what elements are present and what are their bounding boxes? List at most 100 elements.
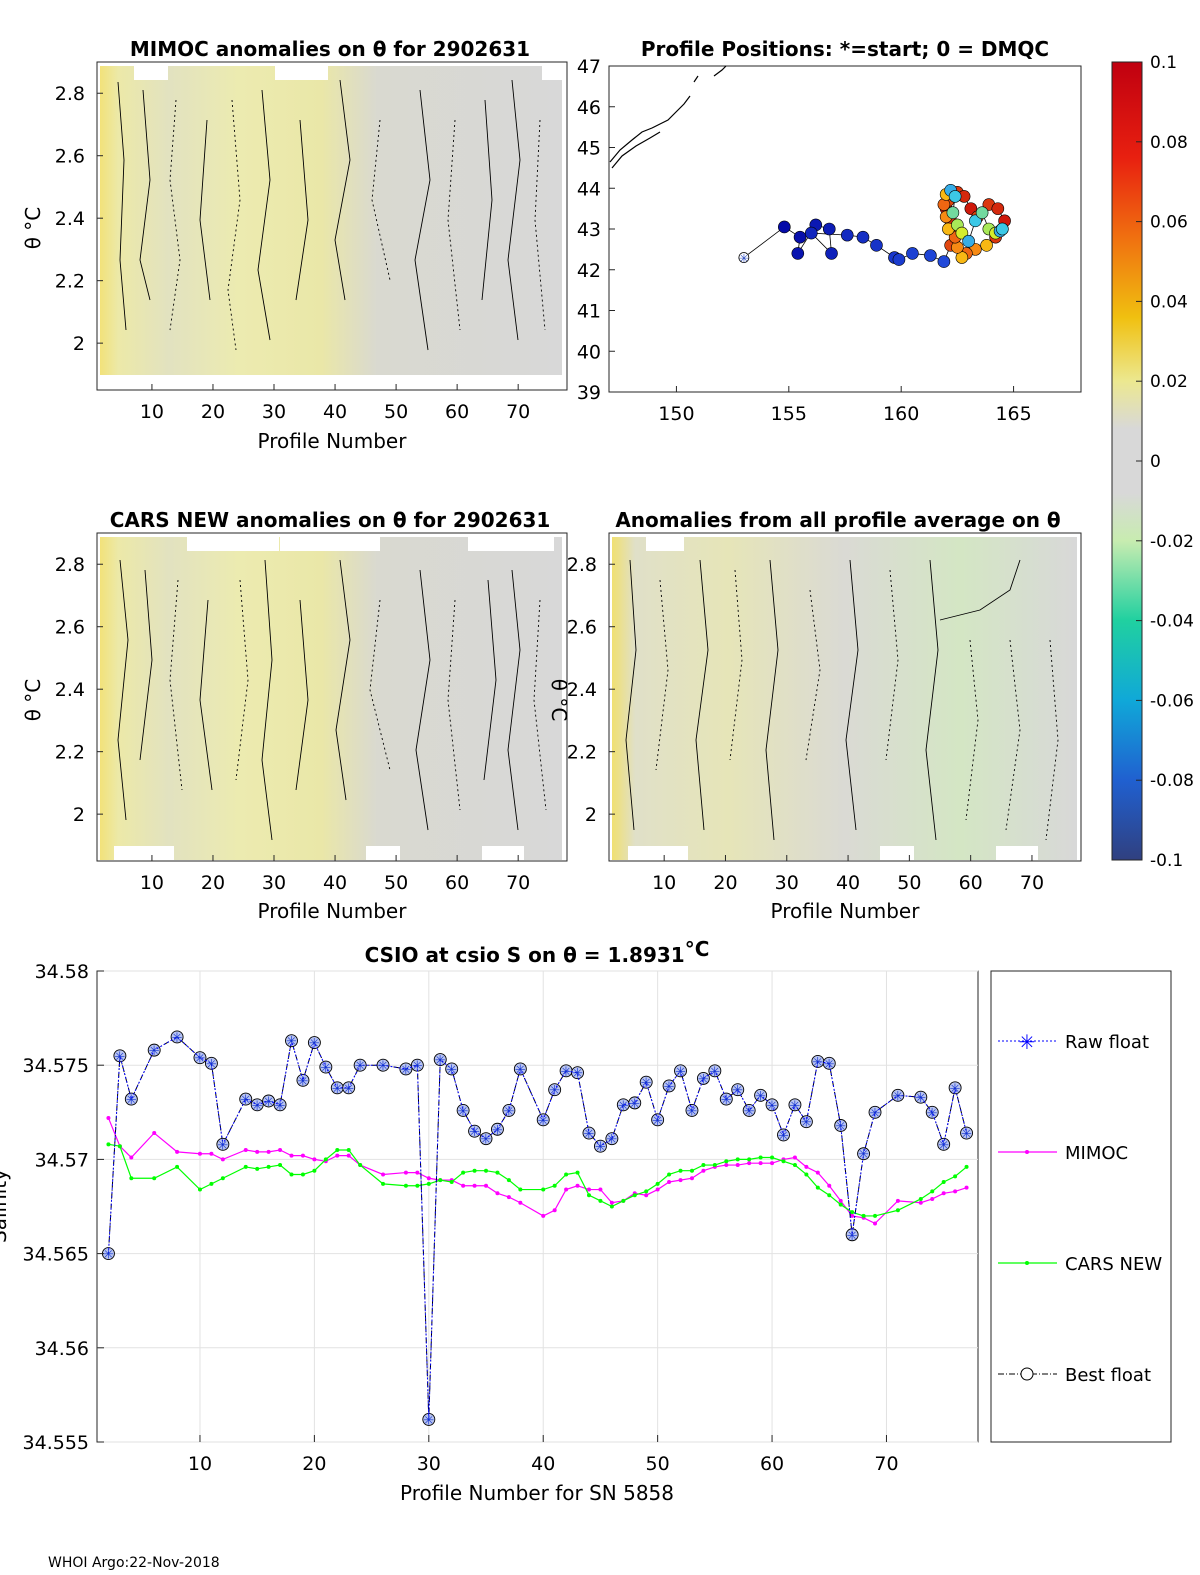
y-tick-label: 2.6 [55, 146, 85, 168]
point-cars-new [712, 1163, 717, 1168]
point-raw-float: ✳ [938, 1138, 949, 1153]
track-point [937, 255, 951, 268]
cars-yticks: 2 2.2 2.4 2.6 2.8 [55, 554, 103, 826]
point-raw-float: ✳ [195, 1052, 206, 1067]
series-raw-float: ✳✳✳✳✳✳ ✳✳✳ ✳ ✳ ✳✳✳✳✳✳ ✳✳ ✳ ✳ ✳✳✳✳✳✳✳✳✳✳✳✳✳ ✳✳✳✳✳ ✳… [103, 1031, 972, 1428]
positions-title: Profile Positions: *=start; 0 = DMQC [641, 37, 1049, 61]
y-tick-label: 43 [577, 219, 601, 241]
point-mimoc [175, 1149, 180, 1154]
salinity-grid [97, 970, 978, 1443]
point-raw-float: ✳ [423, 1413, 434, 1428]
allavg-xlabel: Profile Number [771, 899, 921, 923]
point-cars-new [106, 1142, 111, 1147]
allavg-panel: Anomalies from all profile average on θ … [547, 508, 1082, 923]
cars-frame [96, 532, 568, 862]
track-start-point [738, 252, 750, 263]
y-tick-label: 2.2 [567, 742, 597, 764]
allavg-field [612, 537, 1077, 860]
mimoc-gap [542, 66, 562, 80]
y-tick-label: 2.8 [55, 83, 85, 105]
mimoc-field [100, 66, 562, 375]
point-raw-float: ✳ [149, 1044, 160, 1059]
y-tick-label: 2.6 [55, 617, 85, 639]
point-raw-float: ✳ [297, 1074, 308, 1089]
track-point [856, 230, 870, 244]
point-cars-new [300, 1172, 305, 1177]
point-cars-new [598, 1198, 603, 1203]
point-cars-new [758, 1155, 763, 1160]
point-raw-float: ✳ [847, 1229, 858, 1244]
y-tick-label: 40 [577, 341, 601, 363]
point-mimoc [197, 1151, 202, 1156]
point-raw-float: ✳ [286, 1035, 297, 1050]
point-mimoc [964, 1185, 969, 1190]
x-tick-label: 30 [417, 1453, 441, 1475]
cars-field [100, 537, 562, 860]
point-mimoc [266, 1149, 271, 1154]
point-mimoc [873, 1221, 878, 1226]
point-cars-new [438, 1178, 443, 1183]
point-raw-float: ✳ [572, 1067, 583, 1082]
point-mimoc [220, 1157, 225, 1162]
point-cars-new [403, 1183, 408, 1188]
positions-yticks: 39 40 41 42 43 44 45 46 47 [577, 56, 615, 404]
point-mimoc [815, 1170, 820, 1175]
track-point [793, 230, 807, 244]
x-tick-label: 30 [262, 872, 286, 894]
y-tick-label: 41 [577, 301, 601, 323]
colorbar-tick-label: -0.08 [1150, 771, 1194, 791]
track-point [906, 247, 919, 260]
colorbar-tick-label: -0.1 [1150, 851, 1183, 871]
point-cars-new [815, 1185, 820, 1190]
point-raw-float: ✳ [538, 1114, 549, 1129]
point-cars-new [747, 1157, 752, 1162]
x-tick-label: 40 [836, 872, 860, 894]
y-tick-label: 34.565 [23, 1244, 89, 1266]
positions-xticks: 150 155 160 165 [658, 386, 1032, 425]
point-cars-new [506, 1178, 511, 1183]
allavg-gap [996, 846, 1038, 860]
point-mimoc [564, 1187, 569, 1192]
x-tick-label: 60 [445, 872, 469, 894]
point-raw-float: ✳ [435, 1054, 446, 1069]
point-cars-new [781, 1159, 786, 1164]
salinity-xlabel: Profile Number for SN 5858 [400, 1481, 674, 1505]
point-raw-float: ✳ [378, 1059, 389, 1074]
x-tick-label: 70 [506, 401, 530, 423]
legend-raw-label: Raw float [1065, 1032, 1149, 1053]
point-mimoc [850, 1213, 855, 1218]
salinity-xticks: 10 20 30 40 50 60 70 [188, 1435, 899, 1475]
x-tick-label: 20 [713, 872, 737, 894]
point-best-float [468, 1124, 482, 1138]
point-best-float [456, 1103, 470, 1117]
point-mimoc [827, 1183, 832, 1188]
mimoc-gap [134, 66, 168, 80]
point-cars-new [518, 1187, 523, 1192]
point-raw-float: ✳ [320, 1061, 331, 1076]
y-tick-label: 2.4 [55, 679, 85, 701]
track-point [955, 226, 969, 240]
point-cars-new [667, 1172, 672, 1177]
allavg-gap [880, 846, 914, 860]
track-point [996, 222, 1009, 236]
cars-gap [280, 537, 380, 551]
point-raw-float: ✳ [481, 1133, 492, 1148]
x-tick-label: 150 [658, 403, 694, 425]
point-raw-float: ✳ [950, 1082, 961, 1097]
cars-gap [482, 846, 524, 860]
point-cars-new [323, 1157, 328, 1162]
x-tick-label: 20 [201, 401, 225, 423]
point-mimoc [381, 1172, 386, 1177]
point-raw-float: ✳ [400, 1063, 411, 1078]
point-raw-float: ✳ [870, 1106, 881, 1121]
point-mimoc [575, 1183, 580, 1188]
track-points: ✳ [738, 183, 1011, 268]
x-tick-label: 10 [140, 872, 164, 894]
x-tick-label: 10 [140, 401, 164, 423]
point-mimoc [552, 1208, 557, 1213]
track-point [975, 206, 989, 219]
x-tick-label: 160 [883, 403, 919, 425]
point-raw-float: ✳ [618, 1099, 629, 1114]
y-tick-label: 2.2 [55, 271, 85, 293]
